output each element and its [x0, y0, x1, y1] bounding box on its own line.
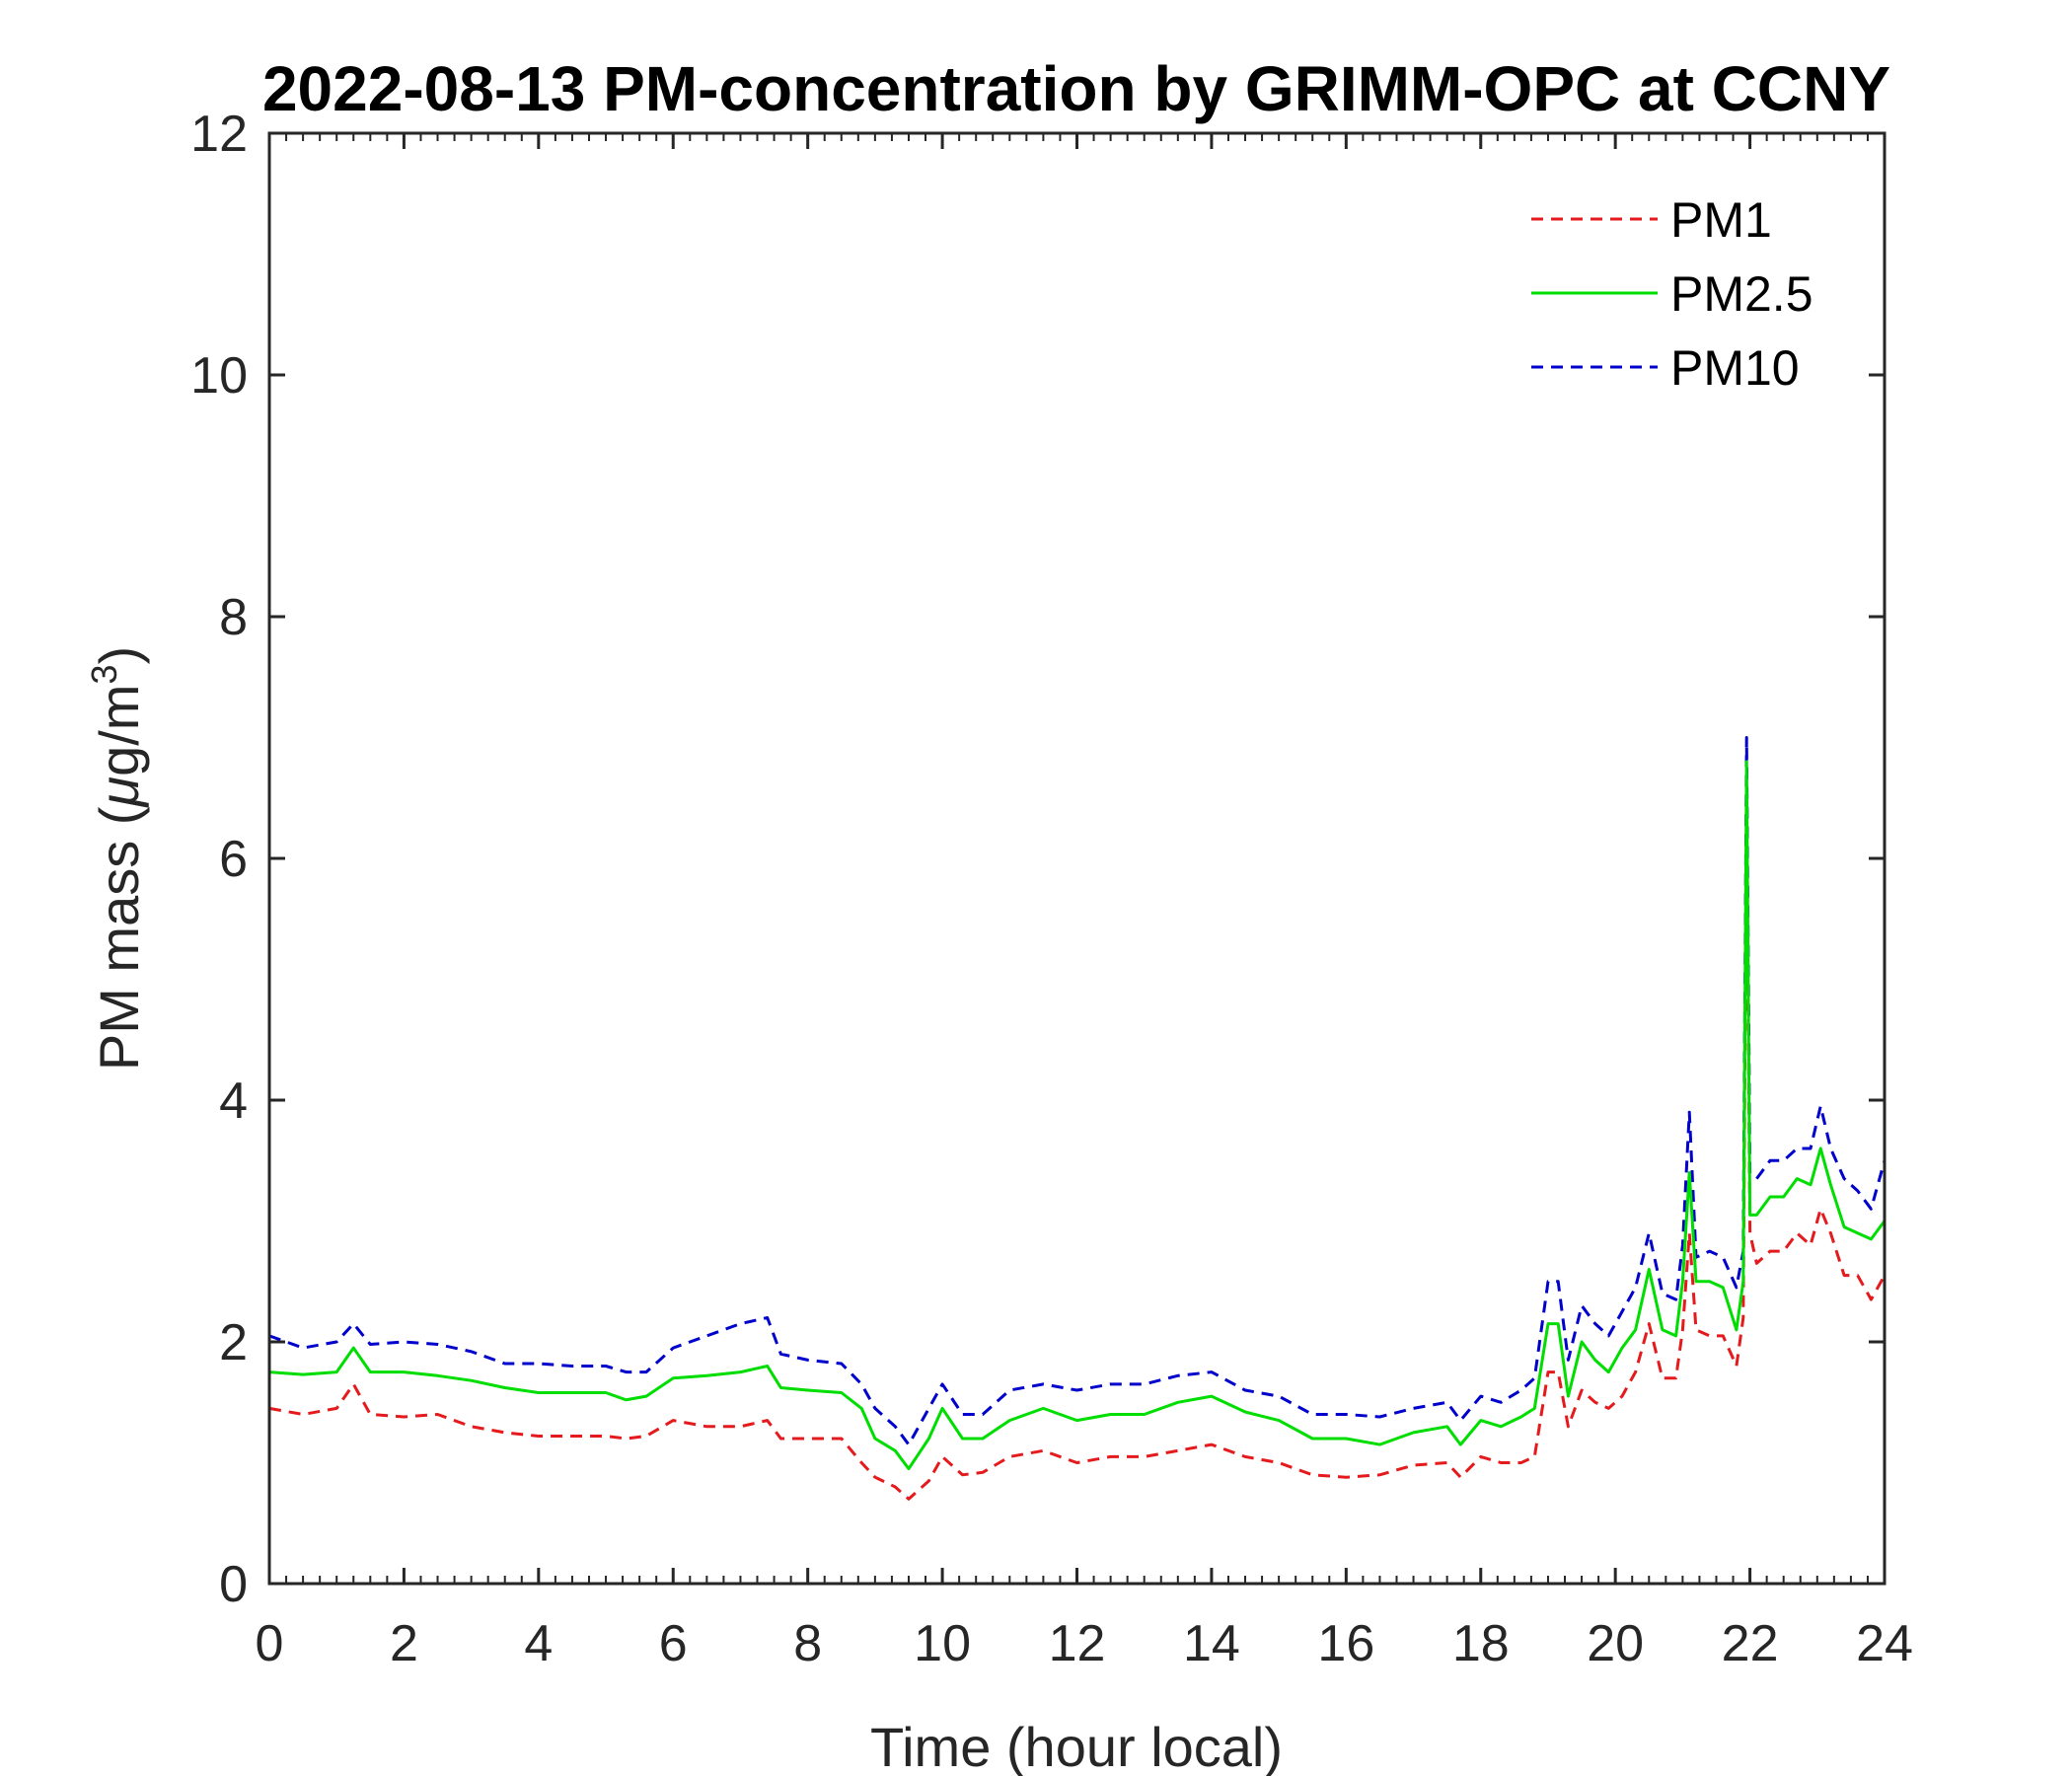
y-axis-label-close: ) [88, 646, 150, 665]
x-tick-label: 20 [1587, 1615, 1644, 1672]
y-axis-label-superscript: 3 [84, 665, 124, 685]
chart-title: 2022-08-13 PM-concentration by GRIMM-OPC… [262, 53, 1890, 124]
legend: PM1 PM2.5 PM10 [1531, 192, 1813, 396]
legend-label-pm10: PM10 [1670, 340, 1800, 396]
y-tick-label: 10 [190, 347, 248, 405]
y-tick-label: 8 [219, 589, 248, 646]
x-tick-label: 12 [1049, 1615, 1106, 1672]
y-axis-label-main: PM mass ( [88, 806, 150, 1071]
x-tick-label: 2 [390, 1615, 418, 1672]
y-tick-label: 0 [219, 1556, 248, 1613]
x-tick-label: 22 [1722, 1615, 1779, 1672]
plot-frame [267, 131, 1887, 1586]
x-tick-label: 6 [659, 1615, 688, 1672]
y-axis-label-mu: μ [88, 777, 150, 809]
x-tick-label: 24 [1856, 1615, 1913, 1672]
y-tick-label: 6 [219, 831, 248, 888]
x-tick-label: 8 [793, 1615, 822, 1672]
x-tick-label: 14 [1183, 1615, 1240, 1672]
series-line-pm1 [268, 808, 1887, 1501]
y-axis-label: PM mass (μg/m3) [84, 646, 150, 1071]
y-tick-label: 2 [219, 1314, 248, 1371]
x-tick-label: 0 [256, 1615, 284, 1672]
x-tick-label: 16 [1317, 1615, 1374, 1672]
y-axis-label-unit: g/m [88, 685, 150, 777]
series-line-pm25 [268, 760, 1887, 1471]
y-tick-label: 12 [190, 106, 248, 163]
plot-background [269, 133, 1885, 1584]
series-layer [268, 736, 1887, 1501]
x-tick-label: 4 [524, 1615, 553, 1672]
x-axis-label: Time (hour local) [870, 1716, 1283, 1776]
x-tick-label: 10 [914, 1615, 971, 1672]
legend-label-pm1: PM1 [1670, 192, 1772, 248]
y-tick-label: 4 [219, 1073, 248, 1130]
legend-label-pm25: PM2.5 [1670, 266, 1813, 322]
x-tick-label: 18 [1452, 1615, 1510, 1672]
